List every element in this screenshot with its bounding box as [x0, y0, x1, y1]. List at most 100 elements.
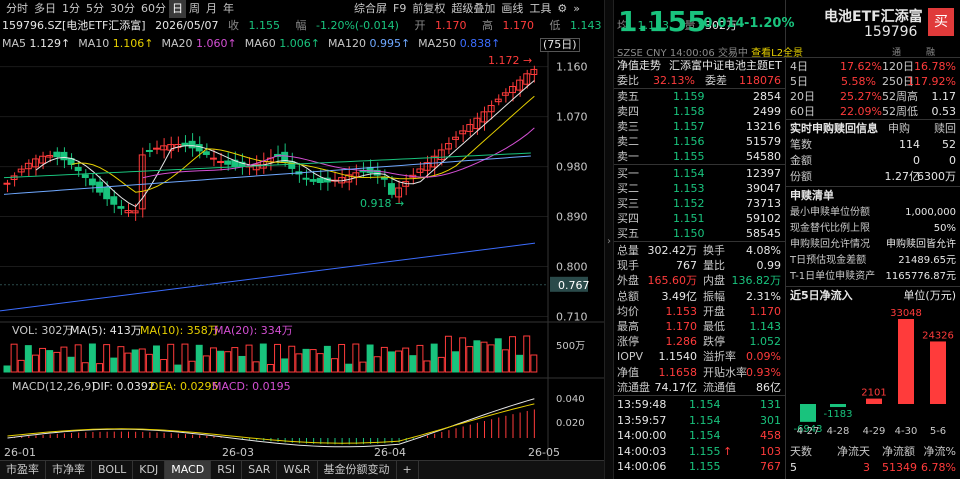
tick-time: 14:00:06 — [617, 460, 667, 473]
more-icon[interactable]: » — [573, 2, 580, 15]
fund-code: 159796 — [864, 24, 918, 40]
period-9[interactable]: 年 — [223, 2, 234, 15]
ma-label-1: MA10 — [78, 37, 113, 50]
vol-bar — [17, 359, 25, 373]
vol-bar — [202, 355, 210, 373]
tool-2[interactable]: 前复权 — [412, 2, 446, 15]
vol-bar — [295, 353, 303, 373]
period-4[interactable]: 30分 — [110, 2, 135, 15]
flow-foot-v1: 5 — [790, 461, 797, 474]
kline-chart[interactable]: 1.160 1.070 0.980 0.890 0.800 0.710 1.172 → 0.9… — [0, 52, 604, 465]
indicator-tab-3[interactable]: KDJ — [133, 461, 166, 479]
bid-price: 1.153 — [673, 182, 705, 195]
buy-button[interactable]: 买 — [928, 8, 954, 36]
perf-row-2: 20日 25.27% 52周高 1.17 — [790, 89, 956, 104]
flow-label-4: 24326 — [922, 330, 954, 341]
tool-5[interactable]: 工具 — [529, 2, 552, 15]
period-3[interactable]: 5分 — [86, 2, 104, 15]
period-badge[interactable]: (75日) — [540, 38, 580, 52]
vol-bar — [523, 335, 531, 373]
tool-3[interactable]: 超级叠加 — [451, 2, 496, 15]
candle-body — [53, 151, 61, 158]
indicator-tab-7[interactable]: W&R — [277, 461, 318, 479]
period-8[interactable]: 月 — [206, 2, 217, 15]
perf-value: 25.27% — [840, 90, 882, 103]
ask-price: 1.158 — [673, 105, 705, 118]
market-line: SZSE CNY 14:00:06 交易中 查看L2全景 — [617, 44, 803, 59]
vol-bar — [281, 358, 289, 373]
redeem-b: 0 — [949, 154, 956, 167]
stat-value: 3.49亿 — [661, 289, 698, 303]
ma-label-0: MA5 — [2, 37, 30, 50]
stat-value2: 0.99 — [756, 259, 782, 273]
ma-2: MA20 1.060↑ — [161, 37, 236, 50]
ask-label: 卖二 — [617, 135, 639, 148]
vol-bar — [181, 343, 189, 373]
ask-price: 1.157 — [673, 120, 705, 133]
period-7[interactable]: 周 — [189, 2, 200, 15]
indicator-tab-1[interactable]: 市净率 — [46, 461, 92, 479]
indicator-tab-9[interactable]: + — [397, 461, 419, 479]
flow-bar-2 — [866, 398, 882, 404]
ask-row-2: 卖三 1.157 13216 — [617, 119, 783, 134]
redeem-label: 金额 — [790, 154, 812, 167]
perf-value: 5.58% — [841, 75, 876, 88]
indicator-tab-4[interactable]: MACD — [165, 461, 212, 479]
stat-label2: 内盘 — [703, 274, 725, 288]
nav-trend-link[interactable]: 净值走势 — [617, 59, 661, 72]
tool-6[interactable]: ⚙ — [557, 2, 568, 15]
vol-header-ma5: MA(5): 413万 — [70, 324, 142, 337]
low-label: 低 — [549, 19, 561, 32]
list-row-2: 申购赎回允许情况 申购赎回皆允许 — [790, 237, 956, 252]
list-value: 21489.65元 — [898, 255, 956, 266]
stat-value2: 1.052 — [749, 335, 782, 349]
candle-body — [74, 166, 82, 172]
perf-row-0: 4日 17.62% 120日 16.78% — [790, 59, 956, 74]
candle-body — [217, 161, 225, 164]
indicator-tab-8[interactable]: 基金份额变动 — [318, 461, 397, 479]
bid-row-1: 买二 1.153 39047 — [617, 181, 783, 196]
vol-bar — [338, 343, 346, 373]
splitter[interactable]: › — [604, 0, 614, 479]
period-5[interactable]: 60分 — [141, 2, 166, 15]
period-2[interactable]: 1分 — [62, 2, 80, 15]
tool-0[interactable]: 综合屏 — [354, 2, 387, 15]
bid-vol: 58545 — [746, 227, 781, 240]
tool-1[interactable]: F9 — [393, 2, 407, 15]
vol-bar — [266, 364, 274, 373]
chart-panel: 分时 多日 1分 5分 30分 60分日周月年 综合屏 F9 前复权 超级叠加 画线 工具 ⚙ » 15… — [0, 0, 737, 479]
candle-body — [452, 136, 460, 140]
indicator-tab-0[interactable]: 市盈率 — [0, 461, 46, 479]
date-tick-1: 26-03 — [222, 446, 254, 459]
stat-label: 流通盘 — [617, 380, 650, 394]
indicator-tab-5[interactable]: RSI — [211, 461, 243, 479]
price-pct: -1.20% — [744, 16, 795, 31]
candle-body — [17, 168, 25, 173]
low-annotation: 0.918 → — [360, 197, 404, 210]
vol-bar — [480, 341, 488, 373]
price-tick-2: 0.980 — [556, 161, 588, 174]
stat-label2: 溢折率 — [703, 350, 736, 364]
indicator-tab-6[interactable]: SAR — [242, 461, 278, 479]
vol-bar — [153, 345, 160, 373]
vol-bar — [395, 350, 403, 373]
l2-link[interactable]: 查看L2全景 — [751, 48, 804, 59]
stat-value: 1.1540 — [658, 350, 698, 364]
redeem-col1: 申购 — [888, 122, 910, 135]
ask-row-0: 卖五 1.159 2854 — [617, 89, 783, 104]
vol-bar — [174, 364, 182, 373]
stat-value: 1.170 — [665, 320, 698, 333]
vol-bar — [466, 346, 474, 373]
vol-bar — [494, 338, 502, 373]
period-0[interactable]: 分时 — [6, 2, 28, 15]
flow-bar-3 — [898, 319, 914, 404]
ask-vol: 51579 — [746, 135, 781, 148]
tool-4[interactable]: 画线 — [501, 2, 524, 15]
indicator-tab-2[interactable]: BOLL — [92, 461, 134, 479]
stat-row-3: 总额 3.49亿 振幅 2.31% — [617, 289, 783, 304]
ask-vol: 2499 — [753, 105, 781, 118]
collapse-icon[interactable]: › — [607, 236, 611, 247]
period-6[interactable]: 日 — [169, 0, 186, 18]
ma5-line — [35, 80, 535, 208]
period-1[interactable]: 多日 — [34, 2, 56, 15]
